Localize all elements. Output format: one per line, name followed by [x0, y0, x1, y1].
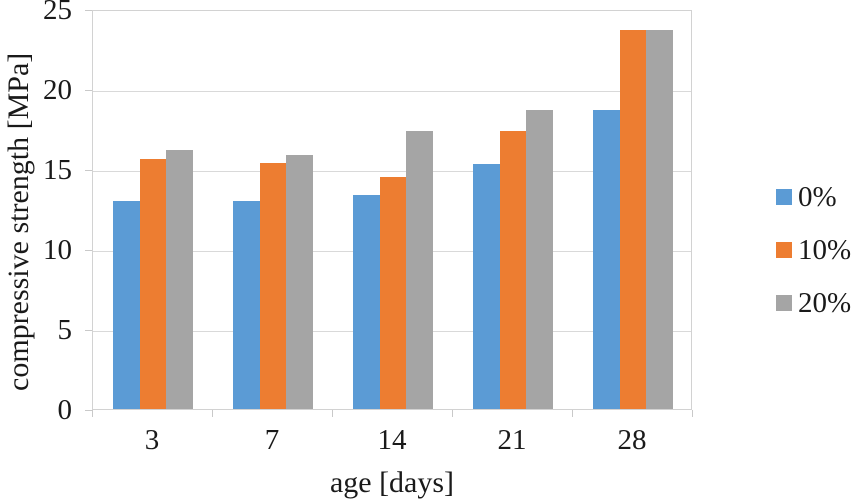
bar-20pct-21d — [526, 109, 553, 409]
bar-20pct-7d — [286, 154, 313, 409]
y-tick-mark-10 — [85, 249, 92, 251]
y-tick-label-10: 10 — [43, 234, 72, 266]
legend-item-10pct: 10% — [776, 234, 851, 266]
legend-swatch-20pct — [776, 295, 792, 311]
plot-area — [92, 10, 692, 410]
legend-label-10pct: 10% — [798, 233, 851, 266]
y-tick-label-20: 20 — [43, 74, 72, 106]
gridline-15 — [93, 170, 691, 172]
x-tick-label-14: 14 — [377, 424, 407, 456]
bar-0pct-28d — [593, 109, 620, 409]
legend-label-20pct: 20% — [798, 286, 851, 319]
x-tick-label-21: 21 — [497, 424, 527, 456]
x-tick-mark-2 — [332, 410, 333, 417]
x-tick-label-3: 3 — [144, 424, 160, 456]
y-tick-mark-0 — [85, 409, 92, 411]
y-tick-mark-25 — [85, 9, 92, 11]
x-tick-mark-5 — [692, 410, 693, 417]
bar-10pct-14d — [379, 177, 407, 409]
bar-10pct-21d — [499, 130, 527, 409]
y-tick-label-15: 15 — [43, 154, 72, 186]
bar-0pct-7d — [233, 201, 260, 409]
y-tick-label-5: 5 — [57, 314, 73, 346]
bar-0pct-21d — [473, 164, 500, 409]
bar-20pct-28d — [646, 29, 673, 409]
x-tick-mark-0 — [92, 410, 93, 417]
bar-20pct-14d — [406, 130, 433, 409]
y-tick-mark-15 — [85, 169, 92, 171]
y-tick-mark-5 — [85, 329, 92, 331]
y-tick-mark-20 — [85, 89, 92, 91]
bar-0pct-3d — [113, 201, 140, 409]
bar-0pct-14d — [353, 194, 380, 409]
legend-swatch-10pct — [776, 242, 792, 258]
x-tick-mark-4 — [572, 410, 573, 417]
x-tick-mark-3 — [452, 410, 453, 417]
legend-item-20pct: 20% — [776, 287, 851, 319]
legend-swatch-0pct — [776, 189, 792, 205]
x-tick-label-7: 7 — [264, 424, 280, 456]
y-tick-label-0: 0 — [57, 394, 73, 426]
gridline-20 — [93, 90, 691, 92]
legend: 0% 10% 20% — [776, 181, 851, 340]
x-axis-title: age [days] — [329, 466, 455, 499]
legend-label-0pct: 0% — [798, 180, 837, 213]
bar-10pct-7d — [259, 162, 287, 409]
x-tick-mark-1 — [212, 410, 213, 417]
legend-item-0pct: 0% — [776, 181, 851, 213]
x-tick-label-28: 28 — [617, 424, 647, 456]
bar-20pct-3d — [166, 149, 193, 409]
bar-10pct-3d — [139, 159, 167, 409]
bar-10pct-28d — [619, 29, 647, 409]
y-tick-label-25: 25 — [43, 0, 72, 26]
